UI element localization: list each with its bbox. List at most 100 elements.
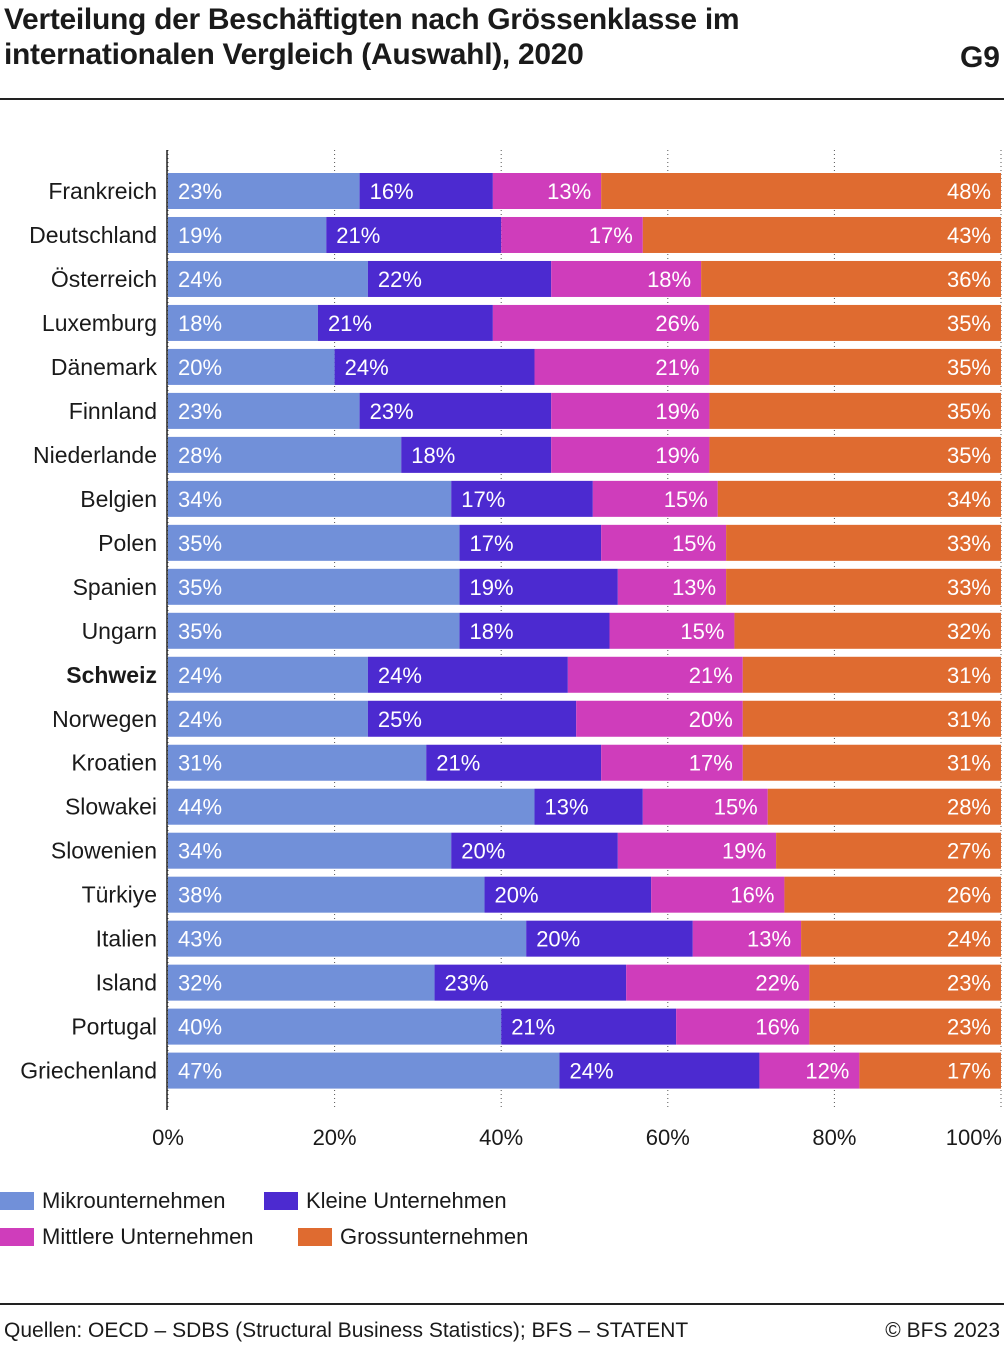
bar-segment-grossunternehmen [742, 744, 1001, 781]
data-label: 21% [689, 663, 733, 688]
category-label: Ungarn [82, 618, 157, 644]
bar-row-slowakei: 44% 13% 15% 28% [168, 788, 1001, 825]
bar-segment-kleine-unternehmen [426, 744, 602, 781]
stacked-bar-chart: 23% 16% 13% 48%19% 21% 17% 43%24% 22% 18% 36%18% 2… [20, 150, 1002, 1150]
bar-segment-kleine-unternehmen [526, 920, 693, 957]
bar-segment-mikrounternehmen [168, 480, 452, 517]
legend-label: Grossunternehmen [340, 1224, 529, 1249]
bar-row-finnland: 23% 23% 19% 35% [168, 392, 1001, 429]
data-label: 26% [655, 311, 699, 336]
data-label: 31% [947, 751, 991, 776]
data-label: 18% [411, 443, 455, 468]
data-label: 24% [345, 355, 389, 380]
bar-segment-mittlere-unternehmen [617, 832, 777, 869]
data-label: 23% [445, 971, 489, 996]
data-label: 19% [470, 575, 514, 600]
data-label: 28% [947, 795, 991, 820]
bar-segment-kleine-unternehmen [459, 568, 618, 605]
bar-segment-kleine-unternehmen [359, 173, 493, 209]
category-label: Slowenien [51, 838, 157, 864]
data-label: 34% [947, 487, 991, 512]
bar-segment-mikrounternehmen [168, 216, 327, 253]
bar-segment-mittlere-unternehmen [551, 392, 710, 429]
x-tick-label: 100% [946, 1125, 1002, 1150]
bar-segment-grossunternehmen [726, 568, 1001, 605]
data-label: 15% [714, 795, 758, 820]
data-label: 24% [947, 927, 991, 952]
data-label: 43% [178, 927, 222, 952]
bar-row-portugal: 40% 21% 16% 23% [168, 1008, 1001, 1045]
bar-segment-mikrounternehmen [168, 744, 427, 781]
bar-segment-grossunternehmen [642, 216, 1001, 253]
data-label: 32% [178, 971, 222, 996]
data-label: 35% [947, 311, 991, 336]
bar-segment-mittlere-unternehmen [534, 348, 710, 385]
bar-segment-mittlere-unternehmen [492, 173, 602, 209]
data-label: 27% [947, 839, 991, 864]
data-label: 15% [664, 487, 708, 512]
bar-segment-kleine-unternehmen [367, 656, 568, 693]
bar-segment-kleine-unternehmen [484, 876, 652, 913]
data-label: 35% [178, 531, 222, 556]
bar-segment-mittlere-unternehmen [492, 304, 710, 341]
data-label: 24% [378, 663, 422, 688]
bar-segment-kleine-unternehmen [317, 304, 493, 341]
bar-row-oesterreich: 24% 22% 18% 36% [168, 260, 1001, 297]
data-label: 13% [547, 179, 591, 204]
category-label: Slowakei [65, 794, 157, 820]
bar-segment-grossunternehmen [709, 436, 1001, 473]
data-label: 18% [470, 619, 514, 644]
category-label: Luxemburg [42, 310, 157, 336]
bar-segment-mikrounternehmen [168, 832, 452, 869]
x-tick-label: 80% [812, 1125, 856, 1150]
bar-segment-mikrounternehmen [168, 524, 460, 561]
data-label: 31% [178, 751, 222, 776]
x-tick-label: 40% [479, 1125, 523, 1150]
bar-segment-mittlere-unternehmen [551, 436, 710, 473]
legend-item-mittlere-unternehmen: Mittlere Unternehmen [0, 1224, 254, 1250]
bar-row-schweiz: 24% 24% 21% 31% [168, 656, 1001, 693]
bar-segment-grossunternehmen [742, 700, 1001, 737]
bar-segment-grossunternehmen [742, 656, 1001, 693]
bar-segment-mikrounternehmen [168, 700, 368, 737]
x-axis-tick-labels: 0% 20% 40% 60% 80% 100% [152, 1125, 1002, 1150]
data-label: 22% [755, 971, 799, 996]
data-label: 31% [947, 663, 991, 688]
data-label: 24% [178, 707, 222, 732]
data-label: 18% [647, 267, 691, 292]
bar-segment-grossunternehmen [709, 392, 1001, 429]
category-label: Finnland [69, 398, 157, 424]
bar-segment-mikrounternehmen [168, 1052, 560, 1089]
data-label: 24% [178, 267, 222, 292]
bar-segment-mittlere-unternehmen [651, 876, 785, 913]
data-label: 33% [947, 531, 991, 556]
legend-swatch [264, 1192, 298, 1210]
data-label: 20% [495, 883, 539, 908]
category-label: Deutschland [29, 222, 157, 248]
data-label: 13% [545, 795, 589, 820]
bar-segment-grossunternehmen [801, 920, 1001, 957]
bar-segment-mittlere-unternehmen [551, 260, 702, 297]
bar-segment-mikrounternehmen [168, 1008, 502, 1045]
category-label: Italien [96, 926, 157, 952]
bar-segment-mikrounternehmen [168, 436, 402, 473]
bar-segment-grossunternehmen [809, 1008, 1001, 1045]
data-label: 35% [947, 355, 991, 380]
x-tick-label: 0% [152, 1125, 184, 1150]
data-label: 35% [178, 619, 222, 644]
bar-segment-grossunternehmen [709, 304, 1001, 341]
data-label: 17% [689, 751, 733, 776]
data-label: 22% [378, 267, 422, 292]
bar-segment-mittlere-unternehmen [617, 568, 727, 605]
bar-segment-kleine-unternehmen [459, 524, 602, 561]
bar-segment-mikrounternehmen [168, 304, 318, 341]
data-label: 15% [672, 531, 716, 556]
bar-segment-kleine-unternehmen [559, 1052, 760, 1089]
data-label: 40% [178, 1015, 222, 1040]
legend-swatch [0, 1228, 34, 1246]
category-labels: Frankreich Deutschland Österreich Luxemburg… [20, 178, 157, 1084]
data-label: 31% [947, 707, 991, 732]
data-label: 17% [461, 487, 505, 512]
bar-row-italien: 43% 20% 13% 24% [168, 920, 1001, 957]
bar-row-griechenland: 47% 24% 12% 17% [168, 1052, 1001, 1089]
